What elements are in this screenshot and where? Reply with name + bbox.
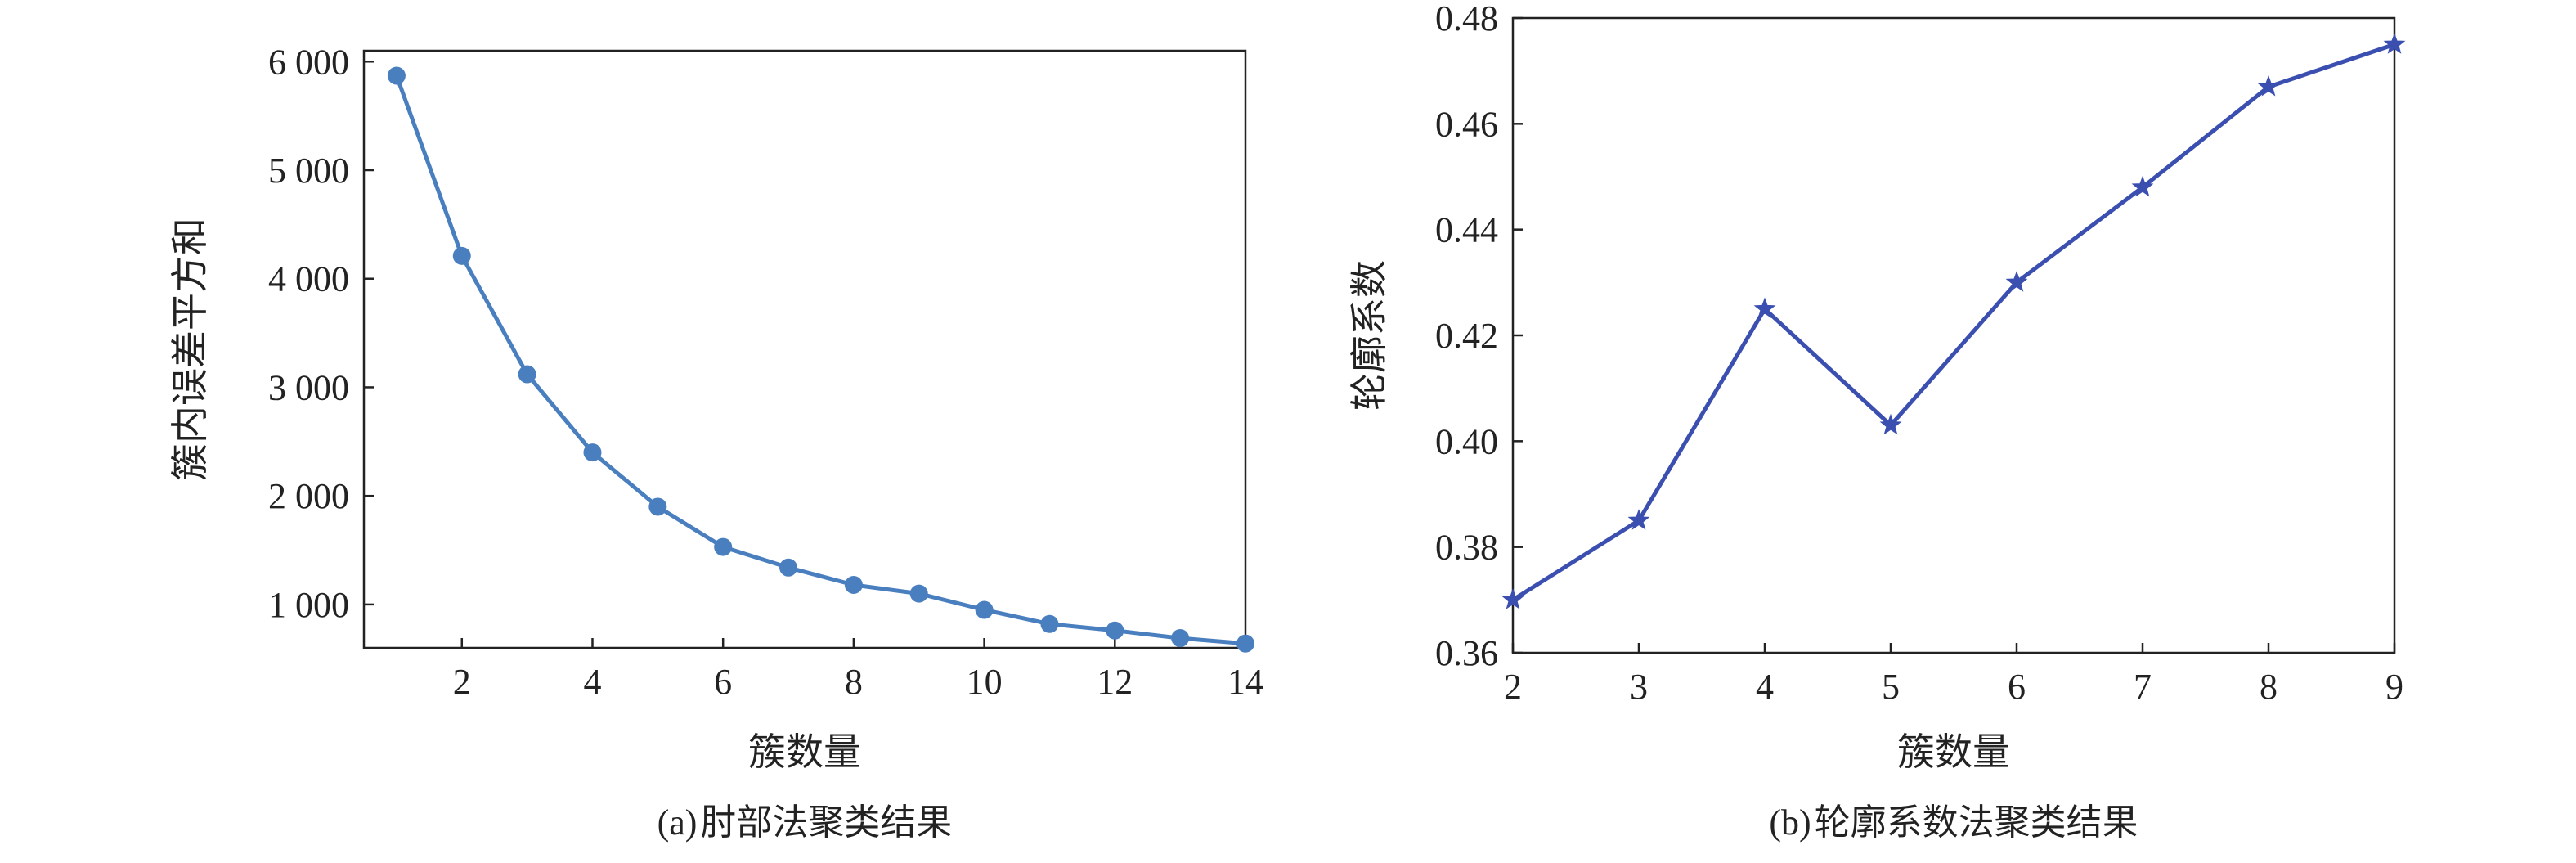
elbow-y-tick-label: 5 000 bbox=[268, 151, 349, 191]
elbow-x-tick-label: 6 bbox=[714, 662, 732, 702]
silhouette-data-point bbox=[2005, 271, 2028, 292]
elbow-data-point bbox=[844, 576, 863, 595]
silhouette-x-tick-label: 5 bbox=[1882, 667, 1900, 707]
elbow-data-point bbox=[909, 584, 928, 603]
elbow-y-tick-label: 3 000 bbox=[268, 367, 349, 407]
silhouette-y-tick-label: 0.46 bbox=[1435, 104, 1498, 144]
elbow-data-point bbox=[387, 66, 406, 85]
silhouette-y-axis-label: 轮廓系数 bbox=[1347, 260, 1391, 411]
silhouette-caption-text: 轮廓系数法聚类结果 bbox=[1815, 802, 2138, 843]
elbow-caption-text: 肘部法聚类结果 bbox=[700, 802, 952, 843]
silhouette-data-point bbox=[1879, 413, 1902, 435]
silhouette-y-tick-label: 0.36 bbox=[1435, 633, 1498, 673]
elbow-y-tick-label: 1 000 bbox=[268, 585, 349, 625]
silhouette-y-tick-label: 0.40 bbox=[1435, 421, 1498, 461]
elbow-data-point bbox=[1236, 634, 1254, 653]
silhouette-x-tick-label: 3 bbox=[1630, 667, 1648, 707]
elbow-caption-tag: (a) bbox=[657, 802, 698, 843]
elbow-series-line bbox=[394, 74, 1246, 646]
silhouette-y-tick-label: 0.44 bbox=[1435, 210, 1498, 250]
elbow-data-point bbox=[975, 600, 994, 619]
elbow-data-point bbox=[714, 537, 733, 556]
elbow-data-point bbox=[648, 497, 667, 516]
silhouette-y-tick-label: 0.48 bbox=[1435, 0, 1498, 38]
silhouette-x-tick-label: 6 bbox=[2008, 667, 2026, 707]
elbow-plot-frame bbox=[362, 49, 1247, 649]
elbow-data-point bbox=[779, 558, 798, 577]
elbow-x-axis-label: 簇数量 bbox=[748, 730, 861, 774]
silhouette-data-point bbox=[1501, 588, 1524, 609]
silhouette-x-tick-label: 8 bbox=[2260, 667, 2278, 707]
silhouette-data-point bbox=[2383, 33, 2406, 54]
elbow-x-tick-label: 14 bbox=[1227, 662, 1263, 702]
elbow-x-tick-label: 12 bbox=[1097, 662, 1133, 702]
elbow-y-tick-label: 6 000 bbox=[268, 42, 349, 82]
elbow-x-tick-label: 2 bbox=[453, 662, 471, 702]
silhouette-y-tick-label: 0.38 bbox=[1435, 528, 1498, 568]
elbow-y-tick-label: 2 000 bbox=[268, 476, 349, 516]
elbow-data-point bbox=[1171, 629, 1190, 648]
elbow-data-point bbox=[1106, 621, 1124, 640]
silhouette-x-tick-label: 7 bbox=[2134, 667, 2152, 707]
silhouette-x-tick-label: 4 bbox=[1756, 667, 1774, 707]
elbow-x-tick-label: 10 bbox=[967, 662, 1003, 702]
elbow-data-point bbox=[583, 443, 602, 462]
silhouette-caption: (b) 轮廓系数法聚类结果 bbox=[1769, 802, 2138, 843]
silhouette-y-tick-label: 0.42 bbox=[1435, 316, 1498, 356]
silhouette-data-point bbox=[2257, 74, 2280, 97]
silhouette-data-point bbox=[1627, 509, 1650, 530]
silhouette-data-point bbox=[1753, 297, 1776, 319]
silhouette-plot-frame bbox=[1511, 16, 2396, 654]
silhouette-series-line bbox=[1511, 42, 2395, 602]
silhouette-x-tick-label: 9 bbox=[2385, 667, 2403, 707]
silhouette-x-axis-label: 簇数量 bbox=[1897, 730, 2010, 774]
elbow-data-point bbox=[1040, 614, 1059, 633]
elbow-x-tick-label: 4 bbox=[583, 662, 601, 702]
elbow-caption: (a) 肘部法聚类结果 bbox=[657, 802, 953, 843]
elbow-x-tick-label: 8 bbox=[845, 662, 863, 702]
elbow-y-tick-label: 4 000 bbox=[268, 259, 349, 299]
silhouette-x-tick-label: 2 bbox=[1504, 667, 1522, 707]
silhouette-data-point bbox=[2131, 175, 2154, 197]
elbow-data-point bbox=[518, 365, 536, 384]
elbow-data-point bbox=[452, 246, 471, 265]
silhouette-caption-tag: (b) bbox=[1769, 802, 1811, 843]
elbow-y-axis-label: 簇内误差平方和 bbox=[168, 218, 212, 481]
